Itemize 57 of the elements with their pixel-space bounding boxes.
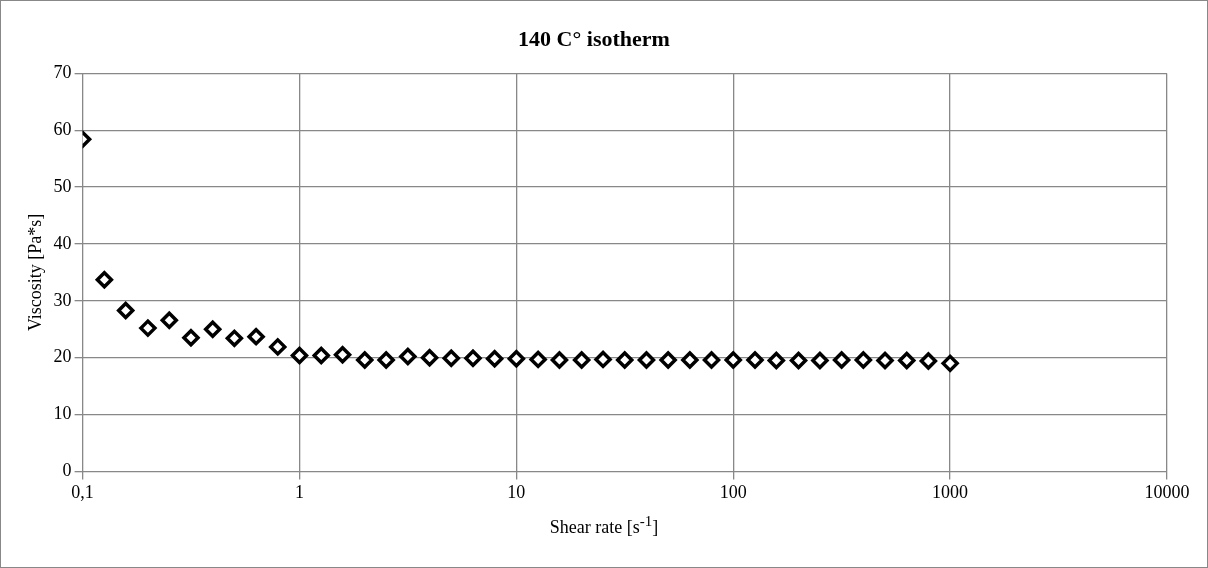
point [550,351,569,369]
x-tick-label: 0,1 [71,481,94,502]
point [746,351,764,369]
point [919,352,938,370]
point [832,351,851,369]
point [637,351,656,369]
x-tick-label: 1 [294,481,304,502]
point [290,346,309,365]
point [116,301,135,320]
point [615,351,634,369]
point [702,351,721,369]
point [681,351,699,369]
y-tick-label: 30 [53,289,72,310]
point [442,349,461,367]
x-tick-label: 10000 [1144,481,1190,502]
point [941,354,959,373]
x-tick-label: 10 [507,481,526,502]
point [898,351,916,370]
y-axis-title: Viscosity [Pa*s] [24,213,45,332]
point [225,329,244,348]
point [572,351,591,369]
y-tick-label: 60 [53,118,72,139]
y-tick-label: 10 [53,403,72,424]
y-tick-label: 70 [53,62,72,83]
chart-title: 140 C° isotherm [518,25,670,51]
point [269,338,287,356]
point [811,351,829,370]
point [420,348,439,367]
point [529,350,547,369]
point [854,351,873,369]
point [333,346,352,364]
point [95,271,114,289]
y-tick-label: 20 [53,346,72,367]
x-axis-title: Shear rate [s$^{-1}$] [548,513,660,538]
point [377,351,395,369]
point [464,349,482,367]
point [160,311,179,329]
point [876,351,894,370]
point [724,351,742,369]
x-tick-label: 1000 [932,481,969,502]
point [485,350,504,368]
y-tick-label: 50 [53,175,72,196]
x-tick-label: 100 [719,481,747,502]
point [399,347,417,366]
point [247,327,265,346]
y-tick-label: 0 [62,460,72,481]
point [139,319,157,337]
point [789,351,808,370]
point [767,351,786,370]
point [312,346,330,365]
point [203,320,222,339]
point [356,351,374,369]
point [594,350,612,369]
point [507,350,526,368]
point [182,329,200,347]
y-tick-label: 40 [53,232,72,253]
point [659,351,677,369]
